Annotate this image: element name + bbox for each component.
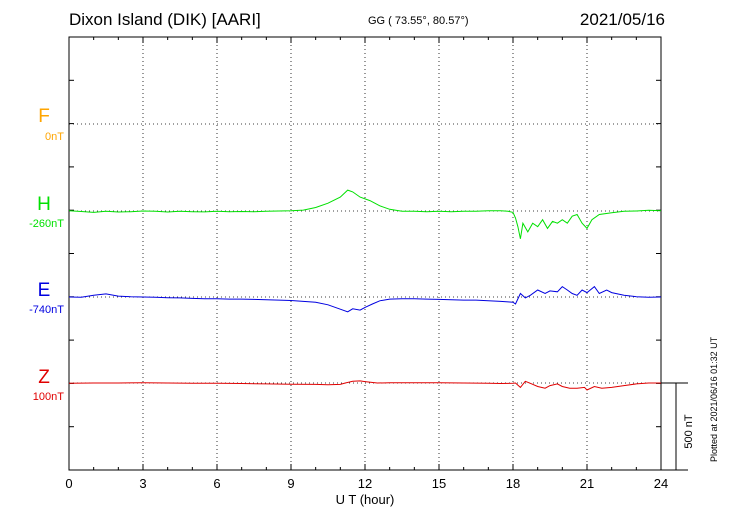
x-tick-label: 12 [358,476,372,491]
x-tick-label: 9 [287,476,294,491]
x-axis: 0 3 6 9 12 15 18 21 24 [65,36,668,491]
x-axis-title: U T (hour) [336,492,395,507]
x-tick-label: 24 [654,476,668,491]
component-label-f: F [38,106,50,127]
x-tick-label: 21 [580,476,594,491]
coordinates-label: GG ( 73.55°, 80.57°) [368,15,469,27]
component-label-e: E [37,280,51,301]
x-tick-label: 0 [65,476,72,491]
x-tick-label: 6 [213,476,220,491]
series-lines [68,189,662,391]
scale-bar-label: 500 nT [683,414,695,449]
series-line-z [68,380,661,391]
baseline-label-e: -740nT [29,304,64,316]
x-tick-label: 3 [139,476,146,491]
baseline-label-z: 100nT [32,391,64,403]
scale-bar: 500 nT [661,382,695,471]
component-label-h: H [37,194,51,215]
baseline-label-f: 0nT [45,131,64,143]
station-title: Dixon Island (DIK) [AARI] [69,10,261,29]
series-line-h [68,189,662,239]
date-label: 2021/05/16 [579,10,665,29]
series-line-e [68,285,662,313]
grid [69,37,661,470]
x-tick-label: 15 [432,476,446,491]
baseline-label-h: -260nT [29,218,64,230]
component-label-z: Z [38,367,50,388]
plotted-timestamp: Plotted at 2021/06/16 01:32 UT [709,336,719,462]
x-tick-label: 18 [506,476,520,491]
